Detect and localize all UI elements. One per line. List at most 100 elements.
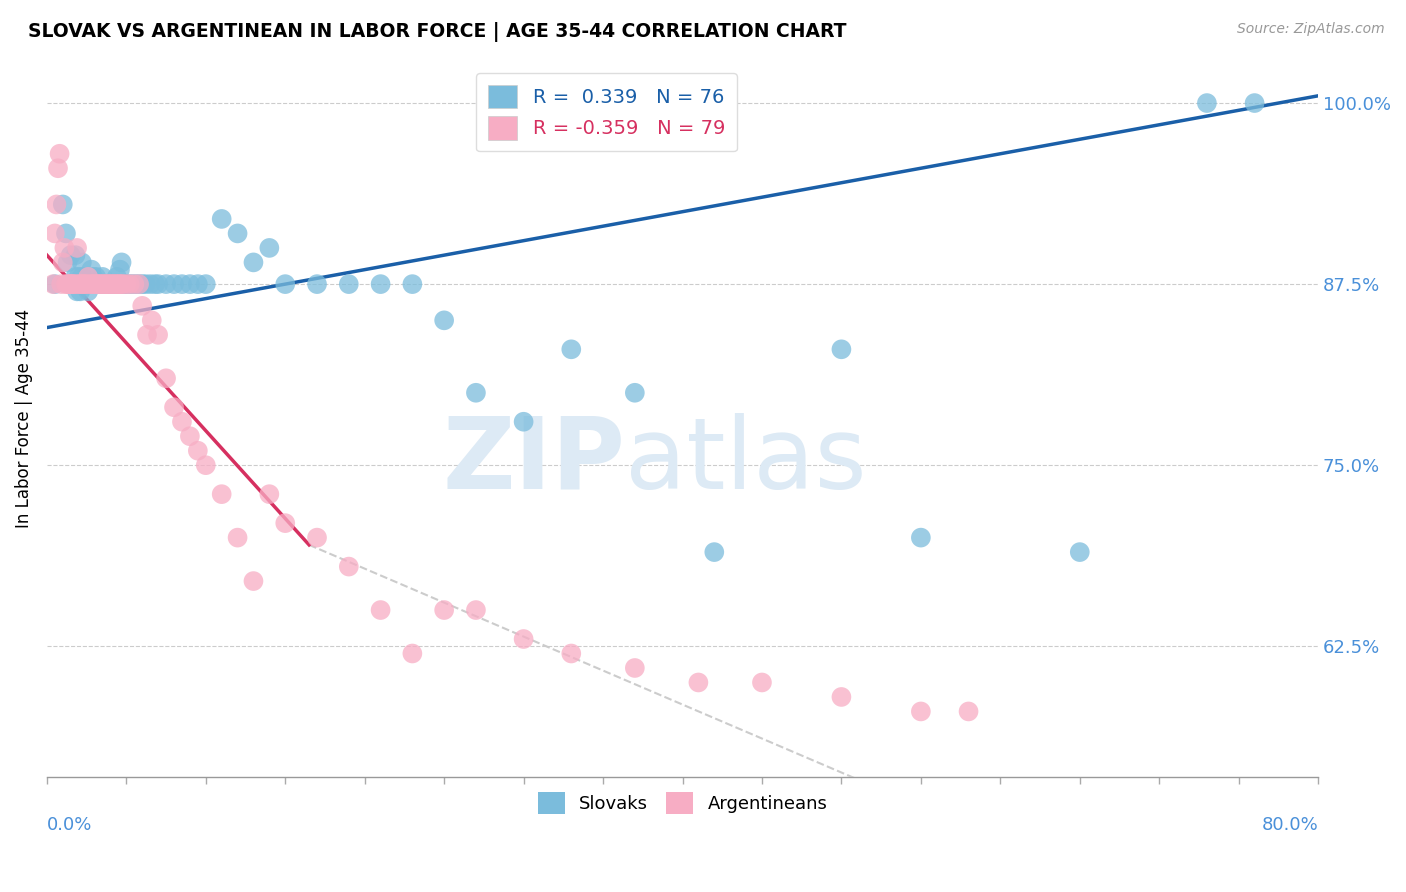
Point [274, 277, 297, 292]
Point [146, 277, 169, 292]
Point [51, 277, 73, 292]
Point [187, 277, 209, 292]
Point [108, 262, 131, 277]
Point [370, 277, 392, 292]
Point [170, 415, 193, 429]
Point [433, 313, 456, 327]
Point [115, 277, 138, 292]
Point [105, 269, 128, 284]
Point [125, 277, 148, 292]
Point [46, 161, 69, 176]
Point [63, 277, 86, 292]
Point [118, 277, 141, 292]
Point [82, 277, 104, 292]
Point [72, 277, 94, 292]
Point [910, 705, 932, 719]
Point [259, 241, 281, 255]
Point [112, 277, 135, 292]
Point [65, 269, 87, 284]
Point [96, 277, 118, 292]
Point [69, 277, 91, 292]
Point [44, 227, 66, 241]
Point [131, 299, 153, 313]
Point [433, 603, 456, 617]
Text: ZIP: ZIP [443, 413, 626, 509]
Point [465, 603, 488, 617]
Point [107, 277, 129, 292]
Point [179, 429, 201, 443]
Point [274, 516, 297, 530]
Point [48, 146, 70, 161]
Point [512, 415, 534, 429]
Point [55, 227, 77, 241]
Point [73, 277, 96, 292]
Point [134, 277, 156, 292]
Point [179, 277, 201, 292]
Point [110, 255, 132, 269]
Point [89, 277, 111, 292]
Point [96, 277, 118, 292]
Point [118, 277, 141, 292]
Point [1243, 96, 1265, 111]
Point [128, 277, 150, 292]
Point [70, 255, 93, 269]
Point [59, 277, 82, 292]
Point [226, 531, 249, 545]
Point [163, 401, 186, 415]
Point [69, 285, 91, 299]
Point [93, 277, 115, 292]
Point [830, 690, 852, 704]
Text: SLOVAK VS ARGENTINEAN IN LABOR FORCE | AGE 35-44 CORRELATION CHART: SLOVAK VS ARGENTINEAN IN LABOR FORCE | A… [28, 22, 846, 42]
Point [52, 255, 75, 269]
Point [76, 277, 98, 292]
Point [141, 313, 163, 327]
Point [59, 248, 82, 262]
Point [82, 269, 104, 284]
Point [59, 277, 82, 292]
Point [305, 277, 328, 292]
Point [101, 277, 124, 292]
Point [89, 277, 111, 292]
Point [100, 277, 122, 292]
Point [136, 327, 159, 342]
Point [624, 385, 647, 400]
Point [79, 277, 101, 292]
Point [115, 277, 138, 292]
Point [77, 285, 100, 299]
Point [90, 277, 112, 292]
Point [87, 277, 110, 292]
Point [110, 277, 132, 292]
Point [560, 343, 582, 357]
Point [93, 277, 115, 292]
Point [58, 277, 80, 292]
Point [83, 277, 105, 292]
Point [55, 277, 77, 292]
Point [104, 277, 127, 292]
Point [194, 458, 217, 473]
Point [1069, 545, 1091, 559]
Point [59, 277, 82, 292]
Point [80, 277, 103, 292]
Point [751, 675, 773, 690]
Point [401, 277, 423, 292]
Point [170, 277, 193, 292]
Point [465, 385, 488, 400]
Point [94, 277, 117, 292]
Point [65, 277, 87, 292]
Point [66, 241, 89, 255]
Point [155, 371, 177, 385]
Point [305, 531, 328, 545]
Point [108, 277, 131, 292]
Point [94, 277, 117, 292]
Point [83, 277, 105, 292]
Point [370, 603, 392, 617]
Legend: Slovaks, Argentineans: Slovaks, Argentineans [530, 785, 835, 822]
Point [77, 269, 100, 284]
Point [131, 277, 153, 292]
Point [337, 559, 360, 574]
Point [1195, 96, 1218, 111]
Point [163, 277, 186, 292]
Point [688, 675, 710, 690]
Point [121, 277, 143, 292]
Point [97, 277, 120, 292]
